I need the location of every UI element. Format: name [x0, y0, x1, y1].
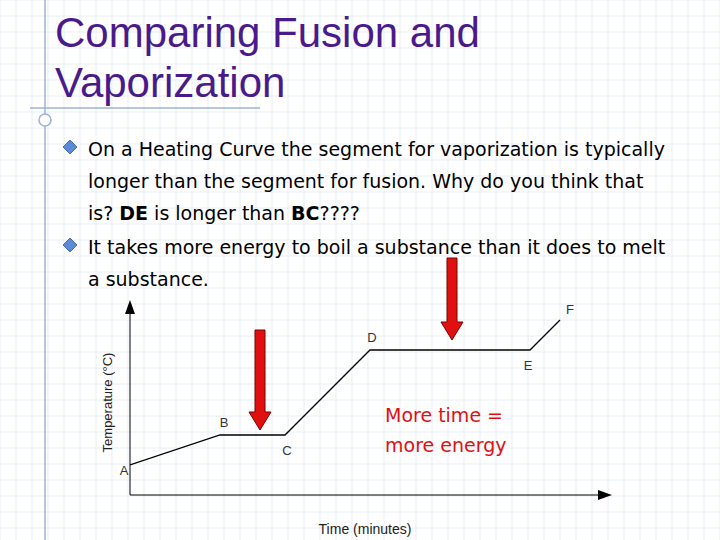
- svg-text:C: C: [282, 443, 291, 458]
- svg-text:E: E: [524, 358, 533, 373]
- html-text:On a Heating Curve the segment: On a Heating Curve the segment for vapor…: [88, 138, 665, 224]
- html-text:Comparing Fusion and Vaporizat: Comparing Fusion and Vaporization: [55, 9, 480, 106]
- svg-text:F: F: [566, 302, 574, 317]
- svg-text:Temperature (°C): Temperature (°C): [100, 353, 115, 453]
- svg-text:B: B: [220, 415, 229, 430]
- svg-text:D: D: [367, 330, 376, 345]
- svg-text:Time (minutes): Time (minutes): [319, 521, 412, 537]
- html-text:It takes more energy to boil a: It takes more energy to boil a substance…: [88, 236, 666, 290]
- svg-text:More time =more energy: More time =more energy: [385, 404, 506, 456]
- svg-text:A: A: [120, 463, 129, 478]
